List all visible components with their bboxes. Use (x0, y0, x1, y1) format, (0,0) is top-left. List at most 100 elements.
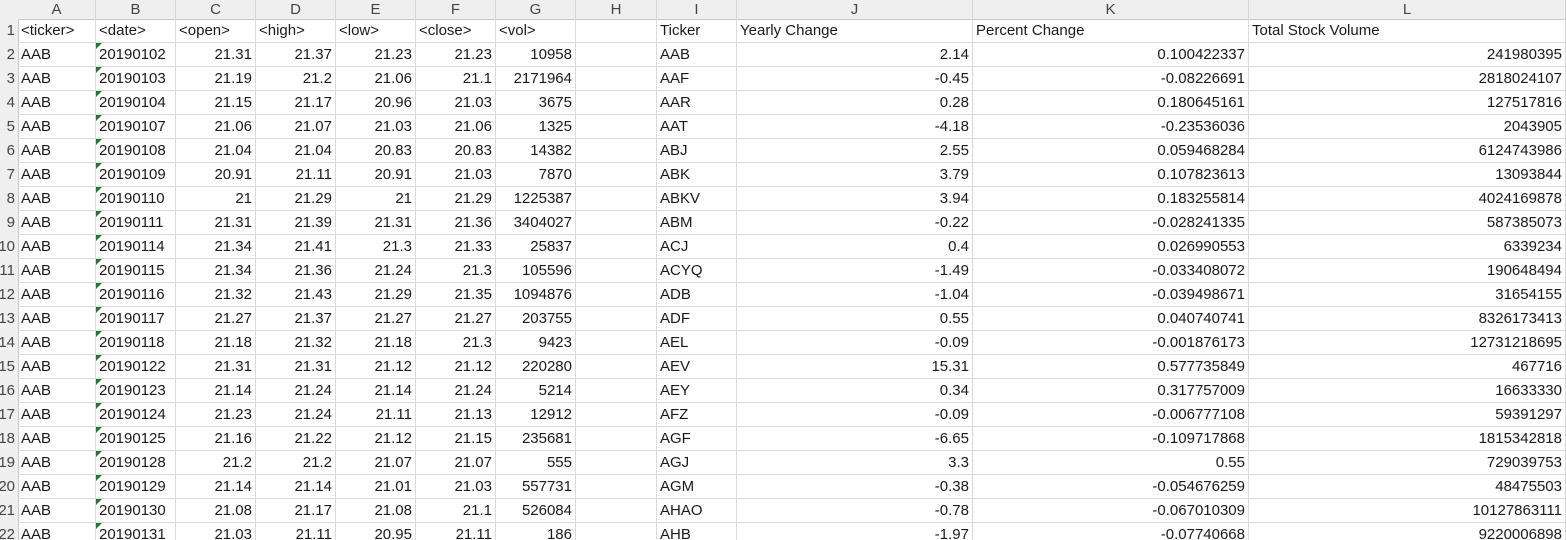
cell-k[interactable]: Percent Change (973, 19, 1249, 43)
cell-j[interactable]: 3.3 (737, 451, 973, 475)
cell-a[interactable]: AAB (18, 211, 96, 235)
cell-k[interactable]: 0.183255814 (973, 187, 1249, 211)
cell-c[interactable]: 21.08 (176, 499, 256, 523)
cell-h[interactable] (576, 259, 657, 283)
cell-f[interactable]: 21.36 (416, 211, 496, 235)
cell-b[interactable]: 20190123 (96, 379, 176, 403)
cell-b[interactable]: <date> (96, 19, 176, 43)
cell-l[interactable]: 31654155 (1249, 283, 1566, 307)
cell-k[interactable]: 0.040740741 (973, 307, 1249, 331)
cell-g[interactable]: <vol> (496, 19, 576, 43)
cell-d[interactable]: 21.04 (256, 139, 336, 163)
cell-e[interactable]: 20.95 (336, 523, 416, 540)
row-header[interactable]: 13 (0, 310, 15, 327)
cell-j[interactable]: 2.55 (737, 139, 973, 163)
cell-d[interactable]: 21.29 (256, 187, 336, 211)
cell-e[interactable]: 21.14 (336, 379, 416, 403)
row-header[interactable]: 18 (0, 430, 15, 447)
cell-a[interactable]: AAB (18, 403, 96, 427)
cell-k[interactable]: 0.180645161 (973, 91, 1249, 115)
cell-h[interactable] (576, 187, 657, 211)
cell-a[interactable]: AAB (18, 67, 96, 91)
cell-k[interactable]: -0.006777108 (973, 403, 1249, 427)
row-header[interactable]: 15 (0, 358, 15, 375)
cell-g[interactable]: 105596 (496, 259, 576, 283)
row-header[interactable]: 5 (6, 118, 15, 135)
cell-b[interactable]: 20190118 (96, 331, 176, 355)
cell-h[interactable] (576, 355, 657, 379)
cell-j[interactable]: -0.09 (737, 331, 973, 355)
cell-i[interactable]: AGM (657, 475, 737, 499)
column-header-d[interactable]: D (256, 0, 336, 19)
cell-g[interactable]: 7870 (496, 163, 576, 187)
cell-e[interactable]: 21.27 (336, 307, 416, 331)
cell-e[interactable]: 20.96 (336, 91, 416, 115)
cell-c[interactable]: 21 (176, 187, 256, 211)
cell-h[interactable] (576, 331, 657, 355)
cell-f[interactable]: 21.23 (416, 43, 496, 67)
cell-g[interactable]: 526084 (496, 499, 576, 523)
cell-b[interactable]: 20190114 (96, 235, 176, 259)
cell-l[interactable]: 241980395 (1249, 43, 1566, 67)
cell-j[interactable]: -6.65 (737, 427, 973, 451)
cell-d[interactable]: 21.24 (256, 403, 336, 427)
row-header[interactable]: 3 (6, 70, 15, 87)
column-header-k[interactable]: K (973, 0, 1249, 19)
cell-e[interactable]: 20.83 (336, 139, 416, 163)
cell-e[interactable]: 20.91 (336, 163, 416, 187)
cell-h[interactable] (576, 379, 657, 403)
column-header-i[interactable]: I (657, 0, 737, 19)
cell-d[interactable]: 21.37 (256, 43, 336, 67)
cell-j[interactable]: -0.22 (737, 211, 973, 235)
cell-j[interactable]: -1.04 (737, 283, 973, 307)
cell-c[interactable]: 21.15 (176, 91, 256, 115)
cell-g[interactable]: 186 (496, 523, 576, 540)
cell-a[interactable]: AAB (18, 115, 96, 139)
row-header[interactable]: 1 (6, 22, 15, 39)
cell-a[interactable]: AAB (18, 523, 96, 540)
cell-j[interactable]: 15.31 (737, 355, 973, 379)
cell-d[interactable]: 21.24 (256, 379, 336, 403)
cell-b[interactable]: 20190125 (96, 427, 176, 451)
cell-k[interactable]: 0.55 (973, 451, 1249, 475)
cell-f[interactable]: 21.13 (416, 403, 496, 427)
cell-l[interactable]: 467716 (1249, 355, 1566, 379)
cell-k[interactable]: 0.107823613 (973, 163, 1249, 187)
cell-l[interactable]: 48475503 (1249, 475, 1566, 499)
cell-b[interactable]: 20190102 (96, 43, 176, 67)
cell-l[interactable]: 2818024107 (1249, 67, 1566, 91)
cell-j[interactable]: 3.94 (737, 187, 973, 211)
cell-g[interactable]: 1225387 (496, 187, 576, 211)
cell-c[interactable]: 21.34 (176, 235, 256, 259)
cell-j[interactable]: 2.14 (737, 43, 973, 67)
row-header[interactable]: 21 (0, 502, 15, 519)
cell-d[interactable]: 21.32 (256, 331, 336, 355)
column-header-j[interactable]: J (737, 0, 973, 19)
cell-d[interactable]: 21.17 (256, 499, 336, 523)
cell-c[interactable]: 21.14 (176, 475, 256, 499)
cell-j[interactable]: 3.79 (737, 163, 973, 187)
cell-e[interactable]: 21.06 (336, 67, 416, 91)
cell-a[interactable]: AAB (18, 235, 96, 259)
cell-c[interactable]: 21.23 (176, 403, 256, 427)
cell-d[interactable]: 21.11 (256, 523, 336, 540)
cell-c[interactable]: 21.27 (176, 307, 256, 331)
cell-f[interactable]: 21.07 (416, 451, 496, 475)
cell-k[interactable]: 0.577735849 (973, 355, 1249, 379)
cell-e[interactable]: 21.07 (336, 451, 416, 475)
cell-c[interactable]: 21.18 (176, 331, 256, 355)
cell-h[interactable] (576, 19, 657, 43)
cell-l[interactable]: 6339234 (1249, 235, 1566, 259)
cell-l[interactable]: 59391297 (1249, 403, 1566, 427)
cell-a[interactable]: AAB (18, 139, 96, 163)
cell-f[interactable]: 21.1 (416, 499, 496, 523)
cell-d[interactable]: 21.36 (256, 259, 336, 283)
cell-c[interactable]: 21.2 (176, 451, 256, 475)
cell-j[interactable]: -0.09 (737, 403, 973, 427)
cell-l[interactable]: 127517816 (1249, 91, 1566, 115)
cell-d[interactable]: 21.39 (256, 211, 336, 235)
cell-i[interactable]: ACJ (657, 235, 737, 259)
cell-h[interactable] (576, 475, 657, 499)
cell-d[interactable]: 21.31 (256, 355, 336, 379)
cell-f[interactable]: 21.3 (416, 331, 496, 355)
